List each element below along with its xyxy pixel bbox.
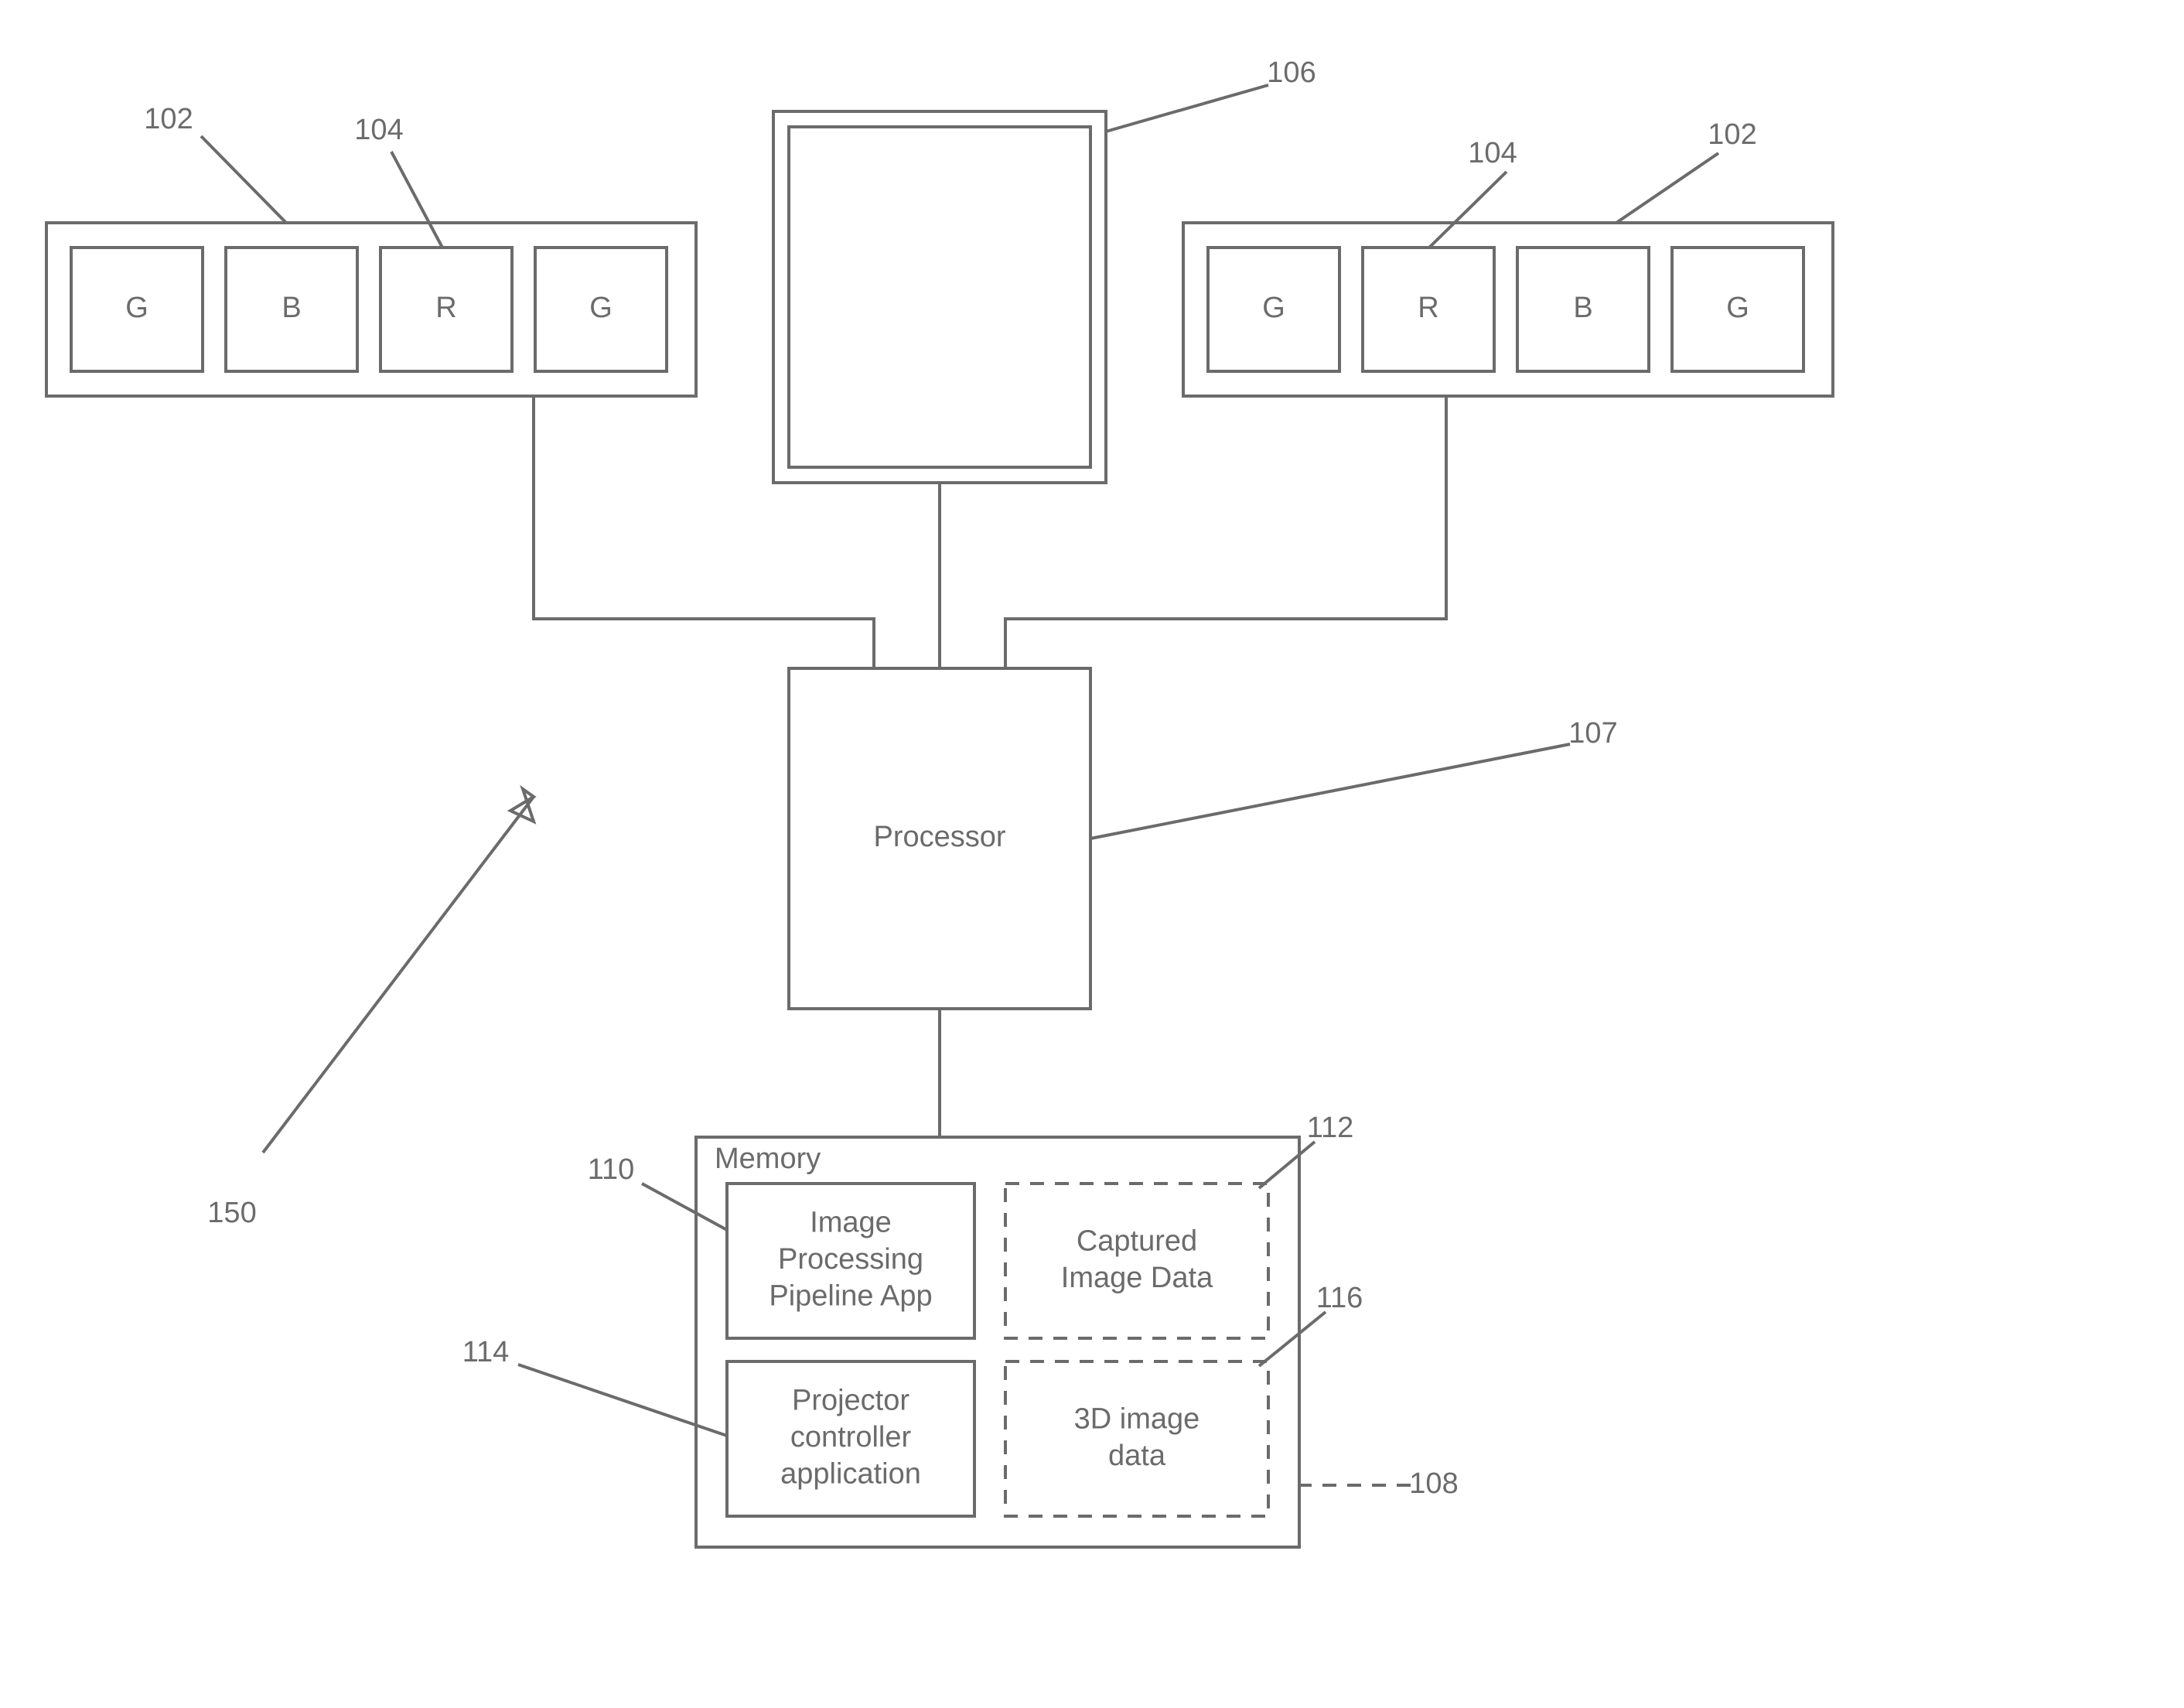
- ref-label-108-11: 108: [1409, 1467, 1458, 1500]
- ref-label-106-2: 106: [1267, 56, 1316, 89]
- memory-item-ipp-line-0: Image: [810, 1207, 892, 1239]
- center-box-inner: [789, 127, 1090, 467]
- memory-item-pca-line-1: controller: [790, 1421, 912, 1454]
- arrow-150-line: [263, 797, 534, 1153]
- memory-item-cid-line-1: Image Data: [1061, 1262, 1213, 1294]
- center-box-outer: [773, 111, 1106, 483]
- memory-item-d3d-line-1: data: [1108, 1440, 1166, 1472]
- right-array-cell-label-0: G: [1262, 292, 1285, 324]
- ref-leader-104-1: [391, 152, 442, 248]
- ref-label-150-6: 150: [207, 1197, 256, 1229]
- memory-item-d3d-line-0: 3D image: [1074, 1402, 1200, 1435]
- wire-right_to_proc: [1005, 396, 1446, 668]
- left-array-cell-label-0: G: [125, 292, 148, 324]
- ref-leader-102-0: [201, 136, 286, 223]
- ref-leader-110-7: [642, 1184, 727, 1230]
- memory-item-pca-line-2: application: [780, 1458, 921, 1491]
- ref-label-102-4: 102: [1708, 118, 1756, 151]
- wire-left_to_proc: [534, 396, 874, 668]
- left-array-cell-label-2: R: [435, 292, 456, 324]
- ref-label-116-10: 116: [1316, 1282, 1363, 1314]
- memory-item-pca-line-0: Projector: [792, 1385, 909, 1417]
- memory-title: Memory: [715, 1143, 821, 1175]
- processor-label: Processor: [873, 821, 1005, 853]
- ref-leader-107-5: [1090, 744, 1570, 839]
- memory-item-ipp-line-2: Pipeline App: [769, 1280, 932, 1313]
- ref-leader-106-2: [1106, 85, 1268, 132]
- ref-label-104-3: 104: [1468, 137, 1517, 169]
- ref-label-102-0: 102: [144, 103, 193, 135]
- right-array-cell-label-3: G: [1726, 292, 1749, 324]
- arrow-150-head: [510, 789, 534, 822]
- ref-label-112-9: 112: [1307, 1112, 1354, 1144]
- right-array-cell-label-2: B: [1573, 292, 1592, 324]
- right-array-cell-label-1: R: [1418, 292, 1438, 324]
- left-array-cell-label-3: G: [589, 292, 613, 324]
- memory-item-ipp-line-1: Processing: [778, 1243, 923, 1276]
- memory-item-cid-line-0: Captured: [1077, 1225, 1197, 1257]
- ref-label-110-7: 110: [588, 1153, 635, 1186]
- ref-label-114-8: 114: [462, 1336, 510, 1368]
- ref-label-104-1: 104: [354, 114, 403, 146]
- ref-leader-112-9: [1259, 1142, 1315, 1188]
- ref-leader-104-3: [1429, 172, 1507, 248]
- ref-label-107-5: 107: [1568, 717, 1617, 750]
- left-array-cell-label-1: B: [282, 292, 301, 324]
- ref-leader-102-4: [1616, 153, 1718, 223]
